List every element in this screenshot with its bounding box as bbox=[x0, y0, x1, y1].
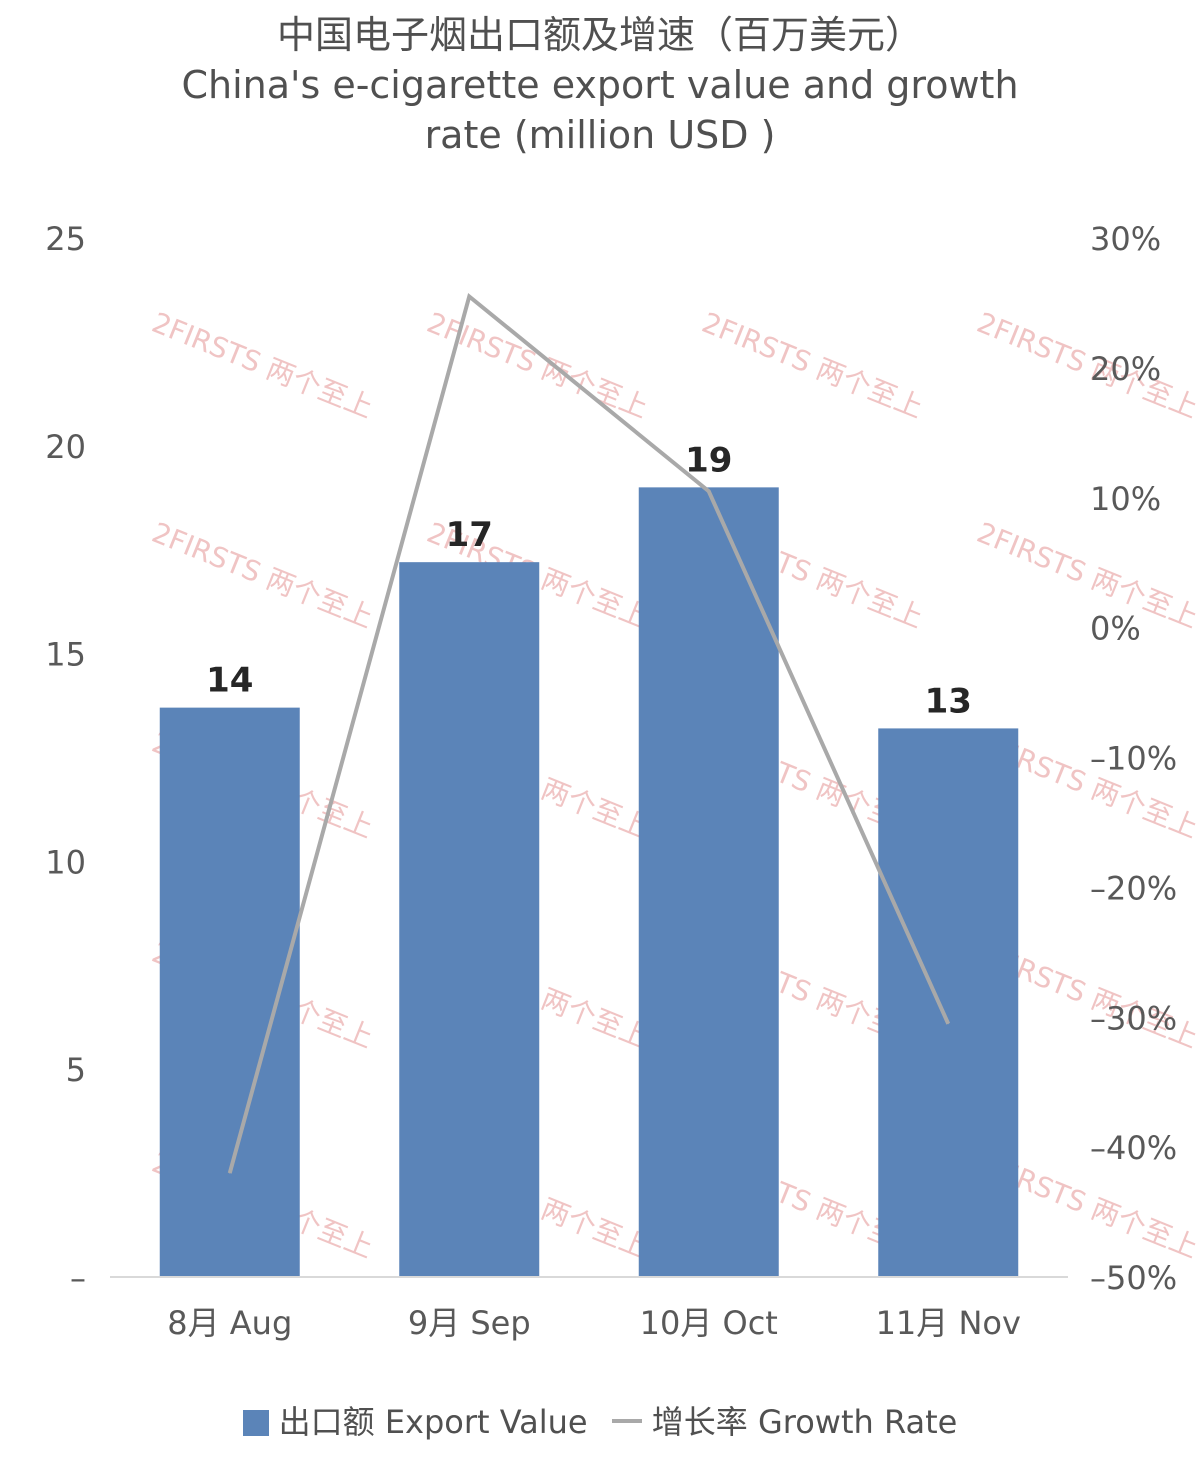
legend-item-growth: 增长率 Growth Rate bbox=[598, 1400, 958, 1444]
line-series bbox=[227, 292, 951, 1174]
bar-data-label: 14 bbox=[206, 661, 253, 701]
bar bbox=[399, 562, 540, 1277]
left-axis-tick-label: – bbox=[70, 1259, 86, 1297]
watermark-text: 2FIRSTS 两个至上 bbox=[147, 516, 377, 635]
watermark-text: 2FIRSTS 两个至上 bbox=[972, 306, 1200, 425]
x-axis-tick-label: 10月 Oct bbox=[640, 1304, 778, 1342]
right-axis-tick-label: –40% bbox=[1090, 1129, 1177, 1167]
legend: 出口额 Export Value 增长率 Growth Rate bbox=[0, 1400, 1200, 1444]
left-axis-tick-label: 10 bbox=[45, 843, 86, 881]
bar-data-label: 19 bbox=[685, 440, 732, 480]
left-axis-tick-label: 25 bbox=[45, 220, 86, 258]
chart-title: 中国电子烟出口额及增速（百万美元） China's e-cigarette ex… bbox=[0, 10, 1200, 160]
right-axis-tick-label: 20% bbox=[1090, 350, 1161, 388]
watermark-text: 2FIRSTS 两个至上 bbox=[697, 306, 927, 425]
growth-rate-point bbox=[708, 490, 710, 492]
bar bbox=[638, 487, 779, 1277]
legend-swatch-line bbox=[611, 1419, 642, 1423]
legend-item-export: 出口额 Export Value bbox=[242, 1400, 588, 1444]
bar bbox=[159, 707, 300, 1277]
right-axis-tick-label: –30% bbox=[1090, 999, 1177, 1037]
legend-label-export: 出口额 Export Value bbox=[278, 1403, 588, 1441]
legend-label-growth: 增长率 Growth Rate bbox=[651, 1403, 958, 1441]
watermark-text: 2FIRSTS 两个至上 bbox=[147, 306, 377, 425]
bar-data-label: 17 bbox=[446, 515, 493, 555]
left-axis-tick-label: 20 bbox=[45, 428, 86, 466]
legend-swatch-bar bbox=[242, 1410, 269, 1436]
growth-rate-point bbox=[947, 1023, 949, 1025]
chart-area: 2FIRSTS 两个至上 2FIRSTS 两个至上 2FIRSTS 两个至上 2FIR… bbox=[45, 220, 1200, 1342]
growth-rate-line bbox=[227, 292, 951, 1174]
bar-data-label: 13 bbox=[925, 681, 972, 721]
data-labels: 14 17 19 13 bbox=[206, 440, 972, 721]
right-axis-tick-label: –20% bbox=[1090, 869, 1177, 907]
right-axis-tick-label: 30% bbox=[1090, 220, 1161, 258]
x-axis-tick-label: 9月 Sep bbox=[408, 1304, 531, 1342]
right-axis-tick-label: –10% bbox=[1090, 740, 1177, 778]
left-axis-tick-label: 15 bbox=[45, 636, 86, 674]
growth-rate-point bbox=[229, 1172, 231, 1174]
watermark-text: 2FIRSTS 两个至上 bbox=[422, 306, 652, 425]
x-axis-tick-label: 11月 Nov bbox=[876, 1304, 1021, 1342]
right-axis-tick-label: 0% bbox=[1090, 610, 1141, 648]
growth-rate-point bbox=[468, 295, 470, 297]
watermark-text: 2FIRSTS 两个至上 bbox=[972, 516, 1200, 635]
title-chinese: 中国电子烟出口额及增速（百万美元） bbox=[276, 13, 923, 57]
right-axis-tick-label: 10% bbox=[1090, 480, 1161, 518]
right-axis-tick-label: –50% bbox=[1090, 1259, 1177, 1297]
title-english-line2: rate (million USD ) bbox=[424, 113, 776, 157]
bar-series bbox=[159, 487, 1019, 1277]
axes: – 5 10 15 20 25 –50% –40% –30% –20% –10% 0% 10% 20% 30… bbox=[45, 220, 1177, 1342]
bar bbox=[878, 728, 1019, 1277]
title-english-line1: China's e-cigarette export value and gro… bbox=[181, 63, 1019, 107]
x-axis-tick-label: 8月 Aug bbox=[167, 1304, 292, 1342]
left-axis-tick-label: 5 bbox=[66, 1051, 86, 1089]
